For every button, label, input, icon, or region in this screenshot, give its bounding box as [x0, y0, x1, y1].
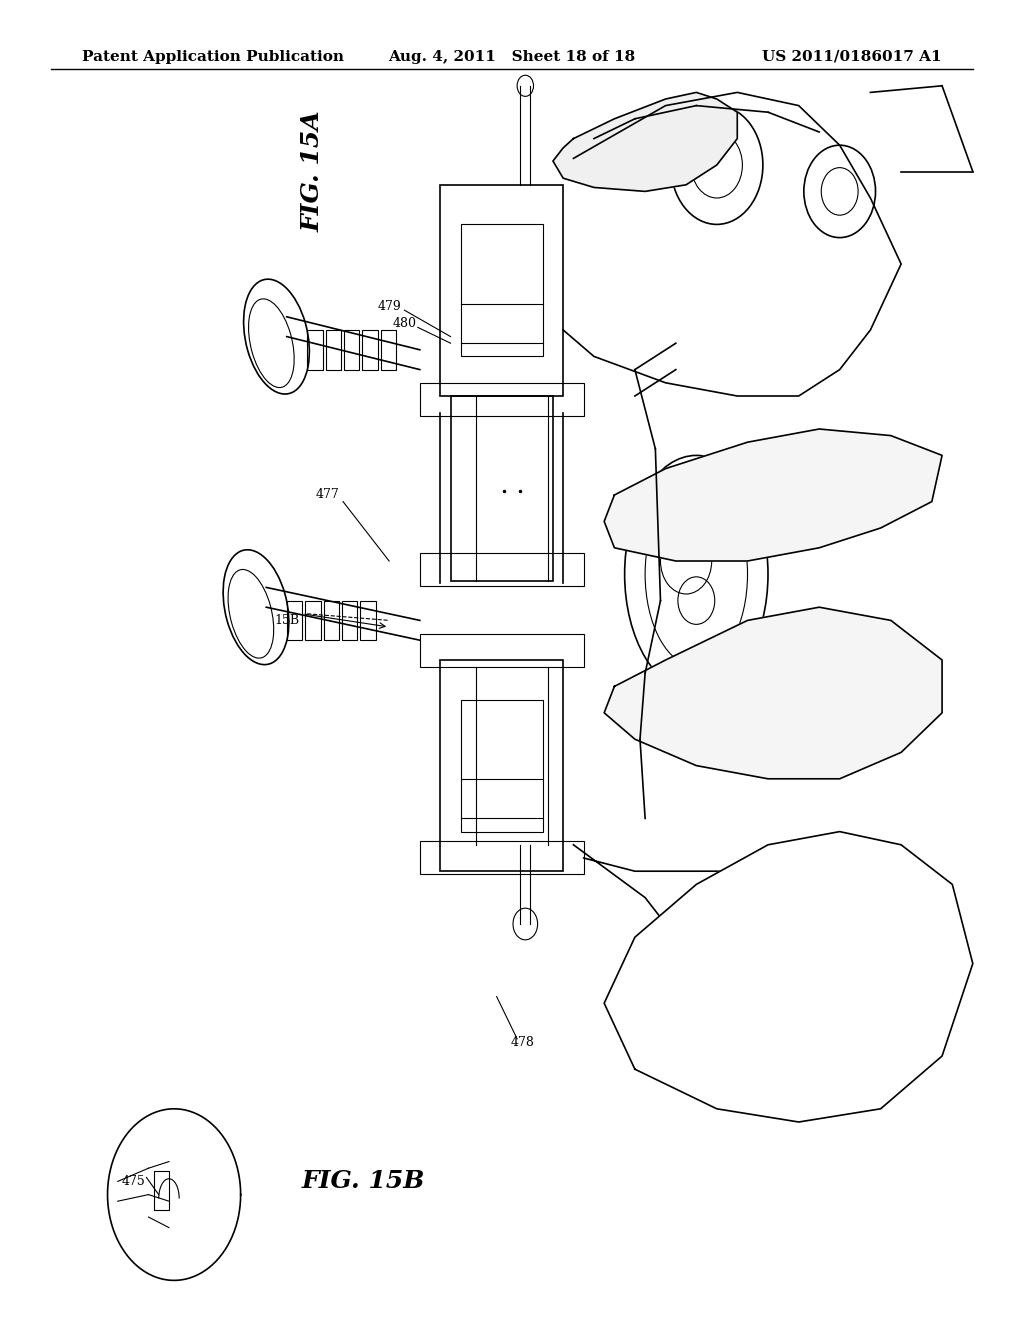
- Bar: [342, 601, 357, 640]
- Bar: [307, 330, 323, 370]
- Bar: [461, 224, 543, 356]
- Polygon shape: [604, 429, 942, 561]
- Bar: [360, 601, 376, 640]
- Circle shape: [860, 931, 942, 1036]
- Circle shape: [722, 898, 835, 1043]
- Bar: [440, 660, 563, 871]
- Bar: [420, 383, 584, 416]
- Bar: [344, 330, 359, 370]
- Text: 477: 477: [315, 488, 340, 502]
- Bar: [420, 553, 584, 586]
- Bar: [420, 634, 584, 667]
- Text: FIG. 15B: FIG. 15B: [302, 1170, 425, 1193]
- Text: Aug. 4, 2011   Sheet 18 of 18: Aug. 4, 2011 Sheet 18 of 18: [388, 50, 636, 63]
- Bar: [420, 841, 584, 874]
- Bar: [381, 330, 396, 370]
- Bar: [324, 601, 339, 640]
- Bar: [154, 1171, 169, 1210]
- Polygon shape: [553, 92, 737, 191]
- Text: US 2011/0186017 A1: US 2011/0186017 A1: [763, 50, 942, 63]
- Ellipse shape: [625, 455, 768, 693]
- Text: Patent Application Publication: Patent Application Publication: [82, 50, 344, 63]
- Text: 480: 480: [392, 317, 417, 330]
- Polygon shape: [604, 607, 942, 779]
- Bar: [362, 330, 378, 370]
- Bar: [461, 700, 543, 832]
- Text: 15B: 15B: [274, 614, 299, 627]
- Bar: [451, 396, 553, 581]
- Bar: [440, 185, 563, 396]
- Bar: [305, 601, 321, 640]
- Polygon shape: [604, 832, 973, 1122]
- Bar: [287, 601, 302, 640]
- Bar: [326, 330, 341, 370]
- Text: 475: 475: [121, 1175, 145, 1188]
- Text: FIG. 15A: FIG. 15A: [300, 111, 325, 232]
- Text: 479: 479: [377, 300, 401, 313]
- Text: 478: 478: [510, 1036, 535, 1049]
